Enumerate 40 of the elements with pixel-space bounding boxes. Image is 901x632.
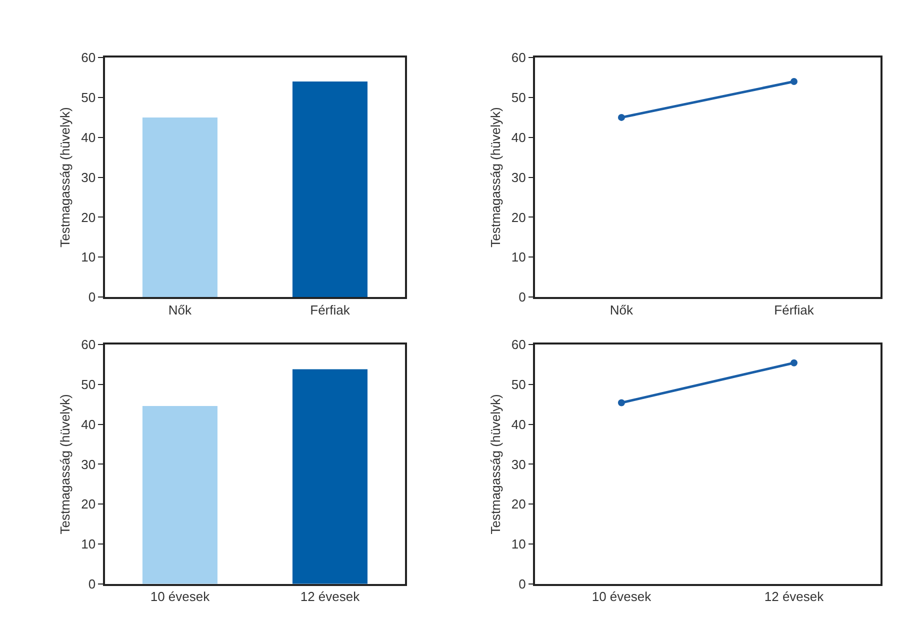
x-tick-label: Férfiak: [774, 302, 814, 318]
y-tick-label: 50: [511, 376, 526, 392]
y-tick-label: 40: [511, 130, 526, 145]
y-tick-label: 40: [81, 416, 96, 432]
y-tick-label: 30: [511, 456, 526, 472]
y-tick-label: 40: [511, 416, 526, 432]
y-tick-label: 60: [81, 337, 96, 352]
y-tick-label: 30: [81, 456, 96, 472]
y-tick-label: 0: [518, 290, 526, 305]
y-tick-label: 50: [81, 376, 96, 392]
x-tick-label: 10 évesek: [150, 589, 210, 604]
y-tick-label: 20: [81, 210, 96, 225]
y-tick-label: 10: [511, 250, 526, 265]
y-tick-label: 60: [511, 50, 526, 66]
y-axis-title: Testmagasság (hüvelyk): [58, 107, 73, 248]
y-axis-title: Testmagasság (hüvelyk): [488, 394, 503, 534]
x-tick-label: Nők: [168, 302, 192, 318]
y-tick-label: 30: [81, 170, 96, 185]
y-tick-label: 20: [511, 210, 526, 225]
x-tick-label: 12 évesek: [764, 589, 824, 604]
x-tick-label: 10 évesek: [592, 589, 652, 604]
y-tick-label: 10: [81, 250, 96, 265]
y-tick-label: 0: [88, 576, 96, 592]
x-tick-label: Nők: [610, 302, 634, 318]
y-axis-title: Testmagasság (hüvelyk): [58, 394, 73, 534]
y-tick-label: 10: [511, 536, 526, 552]
x-tick-label: 12 évesek: [300, 589, 360, 604]
y-tick-label: 40: [81, 130, 96, 145]
y-tick-label: 0: [518, 576, 526, 592]
y-tick-label: 10: [81, 536, 96, 552]
y-tick-label: 60: [511, 337, 526, 352]
y-axis-title: Testmagasság (hüvelyk): [488, 107, 503, 248]
y-tick-label: 50: [81, 90, 96, 106]
y-tick-label: 30: [511, 170, 526, 185]
y-tick-label: 20: [511, 496, 526, 512]
y-tick-label: 20: [81, 496, 96, 512]
y-tick-label: 50: [511, 90, 526, 106]
x-tick-label: Férfiak: [310, 302, 350, 318]
y-tick-label: 60: [81, 50, 96, 66]
y-tick-label: 0: [88, 290, 96, 305]
